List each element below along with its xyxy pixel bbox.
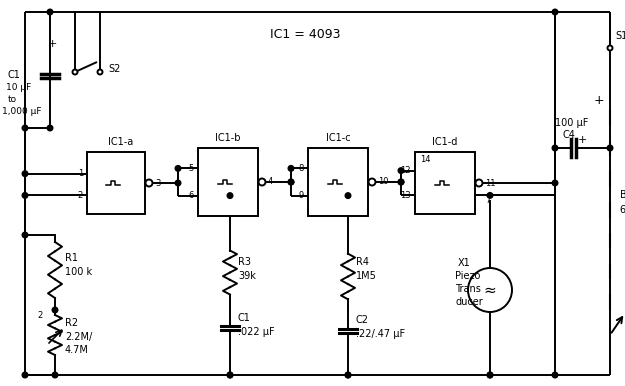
Text: Trans: Trans xyxy=(455,284,481,294)
Text: 12: 12 xyxy=(401,166,411,175)
Circle shape xyxy=(228,372,232,378)
Text: R2: R2 xyxy=(65,318,78,328)
Circle shape xyxy=(22,171,28,176)
Text: ducer: ducer xyxy=(455,297,482,307)
Text: 8: 8 xyxy=(299,164,304,173)
Text: C4: C4 xyxy=(562,130,575,140)
Text: 10 μF: 10 μF xyxy=(6,83,31,93)
Text: 4.7M: 4.7M xyxy=(65,345,89,355)
Text: 1: 1 xyxy=(78,169,83,178)
Circle shape xyxy=(552,145,558,151)
Text: 10: 10 xyxy=(378,178,389,186)
Text: S2: S2 xyxy=(108,64,121,74)
Circle shape xyxy=(608,46,612,51)
Text: 2: 2 xyxy=(78,191,83,200)
Text: to: to xyxy=(8,95,17,105)
Text: 100 μF: 100 μF xyxy=(555,118,588,128)
Circle shape xyxy=(146,179,152,186)
Circle shape xyxy=(175,180,181,186)
Circle shape xyxy=(72,69,78,74)
Circle shape xyxy=(608,145,612,151)
Circle shape xyxy=(22,372,28,378)
Text: 1,000 μF: 1,000 μF xyxy=(2,107,41,117)
Circle shape xyxy=(552,9,558,15)
Text: IC1-b: IC1-b xyxy=(215,133,241,143)
Text: 4: 4 xyxy=(268,178,273,186)
Circle shape xyxy=(345,372,351,378)
Text: C1: C1 xyxy=(8,70,21,80)
Text: IC1-a: IC1-a xyxy=(108,137,134,147)
Text: IC1-d: IC1-d xyxy=(432,137,457,147)
Circle shape xyxy=(48,9,53,15)
Bar xyxy=(415,152,475,214)
Circle shape xyxy=(488,193,492,198)
Text: +: + xyxy=(578,135,587,145)
Text: R4: R4 xyxy=(356,257,369,267)
Circle shape xyxy=(48,125,53,131)
Circle shape xyxy=(98,69,102,74)
Circle shape xyxy=(398,168,404,173)
Text: S1: S1 xyxy=(615,31,625,41)
Text: Piezo: Piezo xyxy=(455,271,481,281)
Circle shape xyxy=(398,179,404,185)
Circle shape xyxy=(345,193,351,198)
Circle shape xyxy=(22,193,28,198)
Circle shape xyxy=(476,179,482,186)
Text: 100 k: 100 k xyxy=(65,267,92,277)
Circle shape xyxy=(398,179,404,185)
Circle shape xyxy=(175,166,181,171)
Text: ≈: ≈ xyxy=(484,283,496,298)
Circle shape xyxy=(345,372,351,378)
Text: C2: C2 xyxy=(356,315,369,325)
Circle shape xyxy=(369,178,376,186)
Text: +: + xyxy=(593,93,604,107)
Text: X1: X1 xyxy=(458,258,471,268)
Text: R1: R1 xyxy=(65,253,78,263)
Text: 39k: 39k xyxy=(238,271,256,281)
Circle shape xyxy=(288,179,294,185)
Text: 5: 5 xyxy=(189,164,194,173)
Text: B1: B1 xyxy=(620,190,625,200)
Text: C1: C1 xyxy=(238,313,251,323)
Text: .22/.47 μF: .22/.47 μF xyxy=(356,329,405,339)
Circle shape xyxy=(52,307,57,313)
Text: 6: 6 xyxy=(189,191,194,200)
Text: 14: 14 xyxy=(420,156,431,164)
Text: .022 μF: .022 μF xyxy=(238,327,274,337)
Circle shape xyxy=(259,178,266,186)
Circle shape xyxy=(288,166,294,171)
Text: 1M5: 1M5 xyxy=(356,271,377,281)
Circle shape xyxy=(228,372,232,378)
Text: +: + xyxy=(48,39,57,49)
Bar xyxy=(87,152,145,214)
Text: 6/9 V: 6/9 V xyxy=(620,205,625,215)
Text: IC1-c: IC1-c xyxy=(326,133,350,143)
Text: 11: 11 xyxy=(485,178,496,188)
Circle shape xyxy=(488,372,492,378)
Circle shape xyxy=(22,232,28,238)
Text: 7: 7 xyxy=(485,196,491,205)
Bar xyxy=(308,148,368,216)
Circle shape xyxy=(552,372,558,378)
Circle shape xyxy=(288,179,294,185)
Text: 2: 2 xyxy=(38,310,43,320)
Circle shape xyxy=(52,372,57,378)
Text: IC1 = 4093: IC1 = 4093 xyxy=(270,29,340,42)
Text: 3: 3 xyxy=(155,178,161,188)
Text: 2.2M/: 2.2M/ xyxy=(65,332,92,342)
Circle shape xyxy=(22,125,28,131)
Text: 13: 13 xyxy=(401,191,411,200)
Circle shape xyxy=(228,193,232,198)
Circle shape xyxy=(488,372,492,378)
Text: 9: 9 xyxy=(299,191,304,200)
Circle shape xyxy=(552,180,558,186)
Bar xyxy=(198,148,258,216)
Text: R3: R3 xyxy=(238,257,251,267)
Circle shape xyxy=(468,268,512,312)
